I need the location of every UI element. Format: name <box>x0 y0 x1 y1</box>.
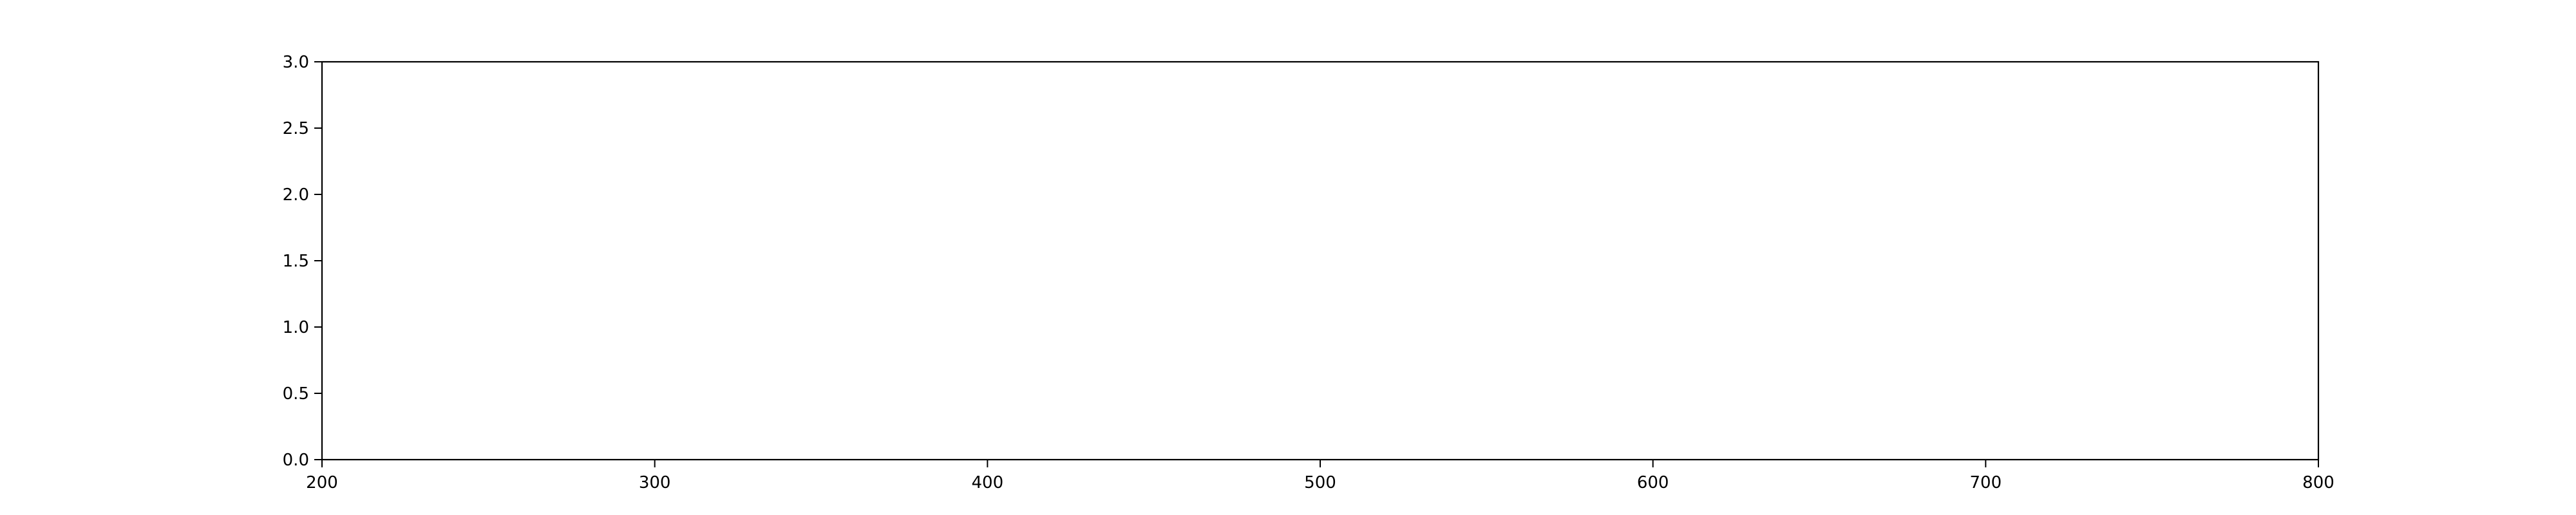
y-tick-label: 2.0 <box>283 185 309 205</box>
x-tick-label: 500 <box>1304 473 1336 492</box>
y-tick-label: 2.5 <box>283 119 309 138</box>
y-tick-label: 0.5 <box>283 384 309 404</box>
plot-area: 200 300 400 500 600 700 800 0.0 0.5 1.0 1.5 2.0 2.5… <box>283 53 2334 492</box>
x-tick-label: 700 <box>1970 473 2002 492</box>
y-axis: 0.0 0.5 1.0 1.5 2.0 2.5 3.0 <box>283 53 322 470</box>
x-tick-label: 800 <box>2302 473 2334 492</box>
y-tick-label: 0.0 <box>283 451 309 470</box>
y-tick-label: 1.5 <box>283 252 309 271</box>
x-tick-label: 300 <box>639 473 671 492</box>
x-tick-label: 600 <box>1637 473 1669 492</box>
y-tick-label: 3.0 <box>283 53 309 72</box>
x-axis: 200 300 400 500 600 700 800 <box>306 460 2334 492</box>
x-tick-label: 200 <box>306 473 338 492</box>
axes-frame <box>321 61 2320 461</box>
y-tick-label: 1.0 <box>283 318 309 337</box>
x-tick-label: 400 <box>972 473 1004 492</box>
